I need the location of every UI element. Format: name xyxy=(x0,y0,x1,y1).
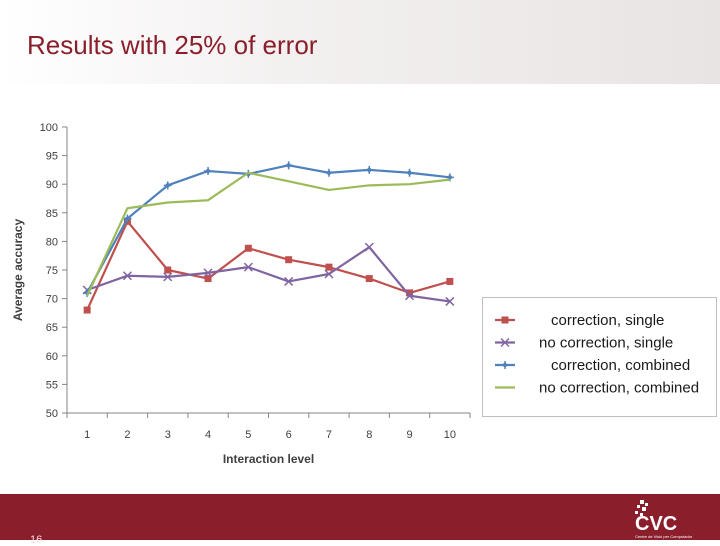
data-point-dot xyxy=(367,167,372,173)
x-tick-label: 5 xyxy=(245,429,251,441)
legend-entry: no correction, single xyxy=(495,335,673,352)
data-point xyxy=(244,244,252,252)
y-tick-label: 85 xyxy=(46,208,58,220)
legend-svg: correction, single no correction, single c… xyxy=(495,312,699,397)
title-band xyxy=(0,0,720,84)
x-tick-label: 4 xyxy=(205,429,211,441)
data-point xyxy=(324,269,334,279)
legend-marker xyxy=(501,316,509,324)
legend-label: no correction, single xyxy=(539,335,673,352)
y-tick-label: 55 xyxy=(46,379,58,391)
logo-dots xyxy=(635,500,648,516)
legend-marker xyxy=(500,337,510,348)
data-point xyxy=(122,271,132,281)
chart-legend: correction, single no correction, single c… xyxy=(482,297,717,417)
data-point xyxy=(365,275,373,283)
y-tick-label: 100 xyxy=(40,122,58,134)
x-tick-label: 1 xyxy=(84,429,90,441)
series-4 xyxy=(86,171,450,297)
y-tick-label: 90 xyxy=(46,179,58,191)
data-point-dot xyxy=(205,168,211,174)
data-point xyxy=(325,263,333,271)
x-tick-label: 3 xyxy=(165,429,171,441)
footer-bar xyxy=(0,494,720,540)
data-point xyxy=(164,266,172,274)
logo-tagline: Centre de Visió per Computador xyxy=(635,534,693,539)
series-2 xyxy=(82,242,455,306)
line-chart: 50 55 60 65 70 75 80 85 90 95 100 1 2 3 4 5 6 7 8 9 10 Intera… xyxy=(0,110,480,480)
series-line xyxy=(86,220,451,311)
slide-title: Results with 25% of error xyxy=(27,30,318,60)
x-tick-label: 7 xyxy=(326,429,332,441)
legend-marker-dot xyxy=(502,362,508,368)
legend-entry: no correction, combined xyxy=(495,380,699,397)
series-1 xyxy=(83,217,454,314)
y-tick-label: 50 xyxy=(46,408,58,420)
chart-svg: 50 55 60 65 70 75 80 85 90 95 100 1 2 3 4 5 6 7 8 9 10 Intera… xyxy=(11,122,471,466)
y-axis-title: Average accuracy xyxy=(11,219,25,322)
series-line xyxy=(86,164,450,294)
x-tick-label: 10 xyxy=(444,429,456,441)
legend-label: correction, single xyxy=(551,312,664,329)
data-point-dot xyxy=(326,170,332,175)
data-point xyxy=(445,296,455,306)
x-axis-title: Interaction level xyxy=(223,452,314,466)
data-point-dot xyxy=(125,216,130,221)
data-point xyxy=(203,268,213,278)
page-number: 16 xyxy=(30,534,43,546)
legend-entry: correction, combined xyxy=(495,357,690,374)
series-line xyxy=(86,171,450,297)
cvc-logo: CVC Centre de Visió per Computador xyxy=(632,500,716,540)
data-point xyxy=(204,275,212,283)
data-point xyxy=(446,277,454,285)
y-tick-label: 95 xyxy=(46,151,58,163)
x-tick-label: 6 xyxy=(286,429,292,441)
data-point xyxy=(405,291,415,301)
data-point xyxy=(163,272,173,282)
y-tick-label: 80 xyxy=(46,236,58,248)
y-tick-label: 75 xyxy=(46,265,58,277)
y-tick-label: 60 xyxy=(46,351,58,363)
data-point xyxy=(243,262,253,272)
data-point-dot xyxy=(286,163,291,168)
x-tick-label: 2 xyxy=(124,429,130,441)
cvc-logo-mark: CVC Centre de Visió per Computador xyxy=(635,500,693,539)
legend-label: correction, combined xyxy=(551,357,690,374)
x-tick-label: 9 xyxy=(406,429,412,441)
y-tick-label: 70 xyxy=(46,294,58,306)
data-point-dot xyxy=(407,170,412,175)
series-line xyxy=(86,246,451,303)
logo-text: CVC xyxy=(635,513,677,535)
data-point-dot xyxy=(165,183,170,188)
legend-entry: correction, single xyxy=(495,312,664,329)
data-point xyxy=(406,289,414,297)
data-point xyxy=(284,276,294,286)
y-tick-label: 65 xyxy=(46,322,58,334)
data-point xyxy=(83,306,91,314)
data-point xyxy=(364,242,374,252)
data-point-dot xyxy=(447,175,453,180)
legend-label: no correction, combined xyxy=(539,380,699,397)
data-point xyxy=(285,256,293,264)
x-tick-label: 8 xyxy=(366,429,372,441)
